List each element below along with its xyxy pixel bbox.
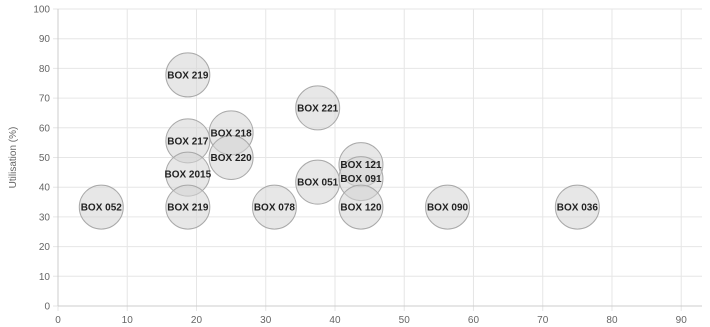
bubble[interactable]: [338, 184, 384, 230]
y-tick-label: 100: [33, 5, 50, 16]
bubble-label: BOX 218: [211, 128, 253, 139]
x-tick-label: 90: [676, 315, 688, 326]
bubble-label: BOX 090: [427, 203, 469, 214]
bubble-label: BOX 219: [167, 70, 209, 81]
bubble[interactable]: [208, 135, 254, 180]
x-tick-label: 20: [191, 315, 203, 326]
x-tick-label: 30: [260, 315, 272, 326]
x-tick-label: 70: [537, 315, 549, 326]
x-tick-label: 0: [55, 315, 61, 326]
bubble-label: BOX 120: [340, 203, 382, 214]
y-tick-label: 0: [44, 302, 50, 313]
bubble[interactable]: [295, 85, 341, 131]
bubble-label: BOX 121: [340, 160, 382, 171]
bubble[interactable]: [425, 184, 471, 230]
bubble[interactable]: [251, 184, 297, 230]
bubble-label: BOX 091: [340, 174, 382, 185]
y-tick-label: 80: [39, 64, 51, 75]
y-tick-label: 60: [39, 123, 51, 134]
y-tick-label: 10: [39, 272, 51, 283]
bubble-label: BOX 036: [557, 203, 599, 214]
y-tick-label: 70: [39, 94, 51, 105]
x-tick-label: 80: [606, 315, 618, 326]
x-tick-label: 40: [329, 315, 341, 326]
y-tick-label: 40: [39, 183, 51, 194]
bubble-label: BOX 219: [167, 203, 209, 214]
bubble-label: BOX 2015: [164, 170, 211, 181]
bubble[interactable]: [165, 52, 211, 98]
bubble[interactable]: [165, 184, 211, 230]
y-tick-label: 30: [39, 212, 51, 223]
y-tick-label: 90: [39, 34, 51, 45]
y-axis-title: Utilisation (%): [8, 127, 19, 189]
x-tick-label: 10: [122, 315, 134, 326]
y-tick-label: 20: [39, 242, 51, 253]
bubble[interactable]: [554, 184, 600, 230]
y-tick-label: 50: [39, 153, 51, 164]
tick-labels: 0 10 20 30 40 50 60 70 80 90 100 0 10 20 30 40 50 60 70 80 9…: [33, 5, 687, 327]
axes: [57, 9, 702, 307]
bubble-label: BOX 220: [211, 153, 253, 164]
x-tick-label: 60: [468, 315, 480, 326]
x-tick-label: 50: [399, 315, 411, 326]
bubble-label: BOX 051: [297, 178, 339, 189]
bubble-label: BOX 078: [254, 203, 296, 214]
bubble[interactable]: [78, 184, 124, 230]
bubble-label: BOX 221: [297, 103, 339, 114]
bubble-label: BOX 052: [81, 203, 123, 214]
bubbles: BOX 052 BOX 219 BOX 217 BOX 2015 BOX 219 BOX …: [78, 52, 600, 230]
bubble-label: BOX 217: [167, 136, 209, 147]
